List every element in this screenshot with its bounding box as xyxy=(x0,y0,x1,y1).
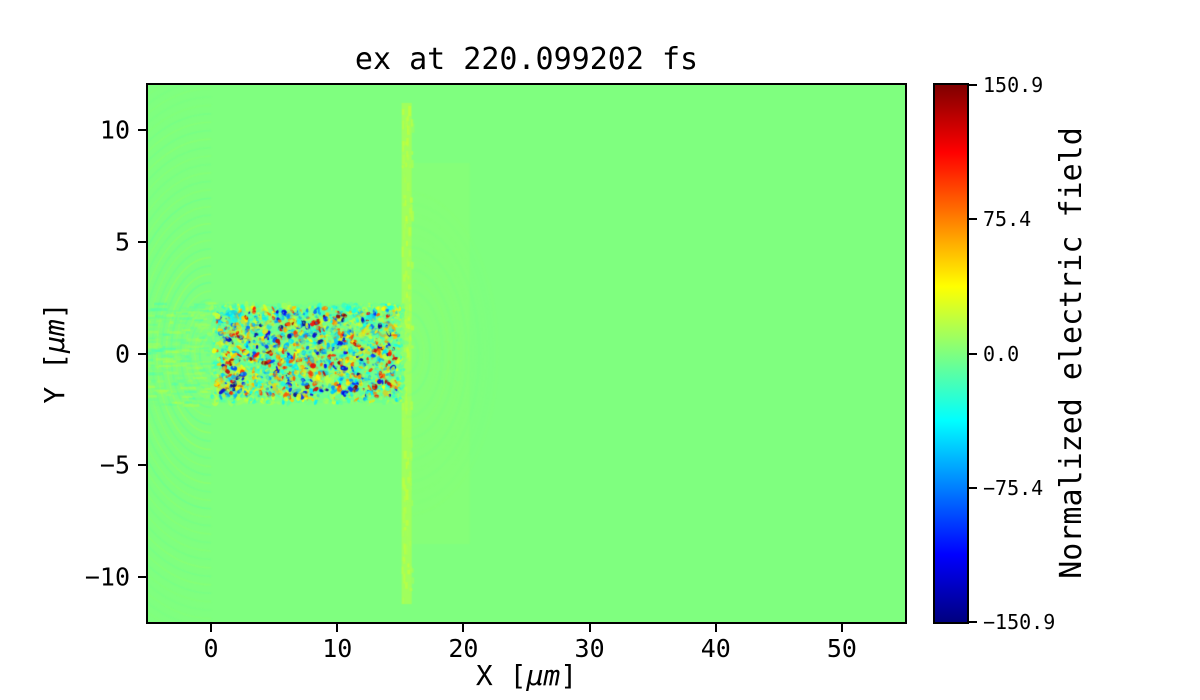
x-axis-label-units: μm xyxy=(526,659,561,692)
colorbar-gradient xyxy=(935,85,967,622)
colorbar-label: Normalized electric field xyxy=(1054,127,1089,579)
y-tick-mark xyxy=(138,352,146,355)
x-tick-mark xyxy=(462,624,465,632)
y-tick-label: 10 xyxy=(99,115,130,145)
colorbar-tick-label: −75.4 xyxy=(983,475,1044,500)
x-tick-mark xyxy=(840,624,843,632)
x-axis-label-suffix: ] xyxy=(560,659,578,692)
colorbar-tick-mark xyxy=(969,218,977,221)
x-tick-mark xyxy=(588,624,591,632)
y-axis-label-suffix: ] xyxy=(38,302,71,320)
x-tick-label: 30 xyxy=(574,634,605,663)
x-tick-mark xyxy=(210,624,213,632)
y-tick-label: −5 xyxy=(99,450,130,480)
heatmap-canvas xyxy=(148,85,905,622)
colorbar-tick-mark xyxy=(969,352,977,355)
y-tick-mark xyxy=(138,576,146,579)
y-tick-label: 5 xyxy=(114,227,130,257)
colorbar-tick-label: 150.9 xyxy=(983,73,1044,97)
y-tick-label: −10 xyxy=(84,562,130,592)
y-tick-mark xyxy=(138,128,146,131)
x-tick-label: 50 xyxy=(826,634,857,663)
y-tick-label: 0 xyxy=(114,339,130,368)
plot-title: ex at 220.099202 fs xyxy=(354,42,699,77)
x-axis-label-prefix: X [ xyxy=(475,659,527,692)
colorbar-tick-mark xyxy=(969,486,977,489)
x-tick-mark xyxy=(336,624,339,632)
x-tick-label: 40 xyxy=(700,634,731,663)
colorbar-tick-mark xyxy=(969,621,977,623)
x-tick-label: 10 xyxy=(322,634,353,663)
y-tick-mark xyxy=(138,240,146,243)
plot-area xyxy=(146,83,907,624)
colorbar-tick-label: 0.0 xyxy=(983,341,1020,366)
x-axis-label: X [μm] xyxy=(148,662,905,690)
colorbar xyxy=(933,83,969,624)
colorbar-tick-mark xyxy=(969,84,977,86)
x-tick-label: 20 xyxy=(448,634,479,663)
colorbar-tick-label: −150.9 xyxy=(983,610,1056,634)
y-tick-mark xyxy=(138,464,146,467)
x-tick-mark xyxy=(714,624,717,632)
x-tick-label: 0 xyxy=(203,634,219,663)
colorbar-tick-label: 75.4 xyxy=(983,207,1032,232)
